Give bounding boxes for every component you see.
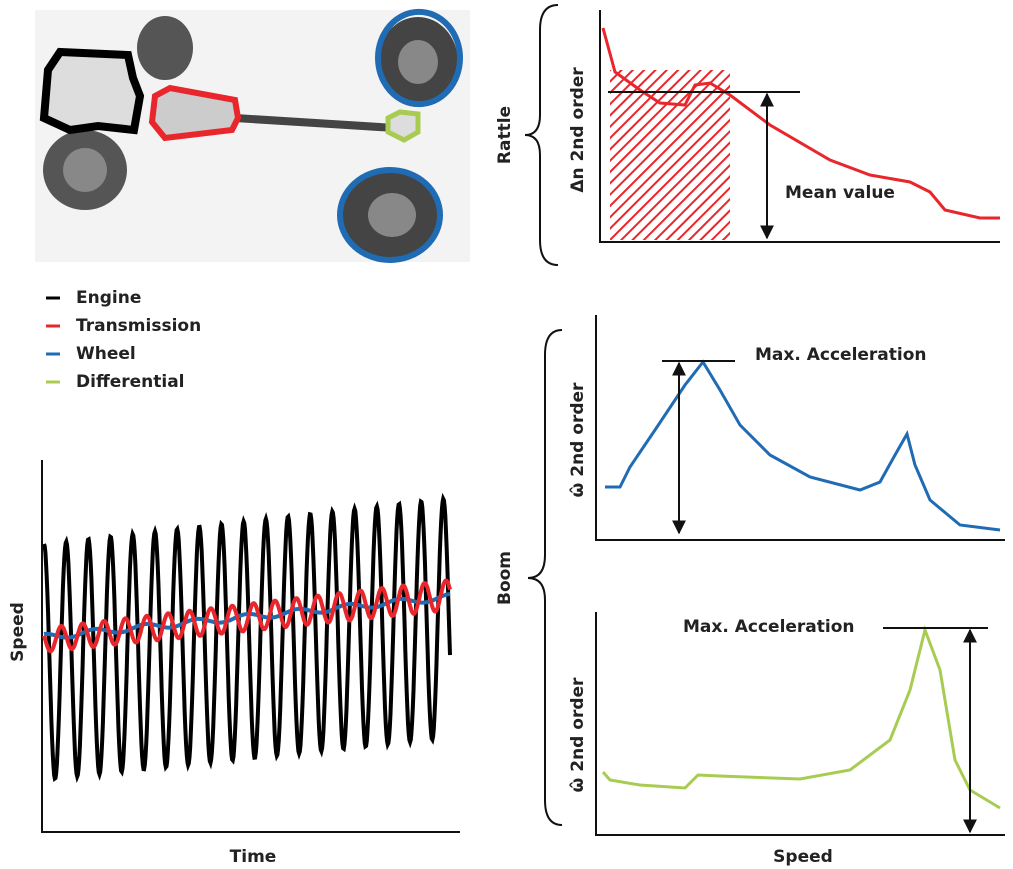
legend-label: Wheel [76,344,136,364]
rattle-chart: Rattle Δn 2nd order Mean value [495,4,1000,266]
legend: Engine Transmission Wheel Differential [46,288,201,392]
engine-curve [42,492,452,784]
axes [599,10,1000,243]
y-axis-label: Speed [8,602,28,662]
legend-label: Engine [76,288,141,308]
wheel-curve [605,359,1001,532]
legend-label: Differential [76,372,185,392]
x-axis-label: Speed [773,847,833,867]
transmission-curve [42,578,452,654]
annotation: Max. Acceleration [683,617,855,637]
differential-curve [601,624,1001,810]
y-axis-label: Δn 2nd order [568,67,588,193]
bracket-label: Rattle [495,106,515,164]
wheel-chart: ω̂ 2nd order Max. Acceleration [568,315,1005,541]
axes [595,612,1005,836]
annotation: Mean value [785,183,895,203]
bracket [527,329,563,826]
axes [41,460,460,833]
y-axis-label: ω̂ 2nd order [568,382,588,497]
y-axis-label: ω̂ 2nd order [568,677,588,792]
bracket [524,4,559,266]
rattle-curve [601,27,1000,220]
x-axis-label: Time [230,847,277,867]
differential-chart: ω̂ 2nd order Max. Acceleration Speed [568,612,1005,867]
drivetrain-illustration [35,8,470,263]
bracket-label: Boom [495,551,515,605]
legend-label: Transmission [76,316,201,336]
hatched-area [610,70,730,240]
axes [595,315,1005,541]
annotation: Max. Acceleration [755,345,927,365]
time-chart: Speed Time [8,460,460,867]
